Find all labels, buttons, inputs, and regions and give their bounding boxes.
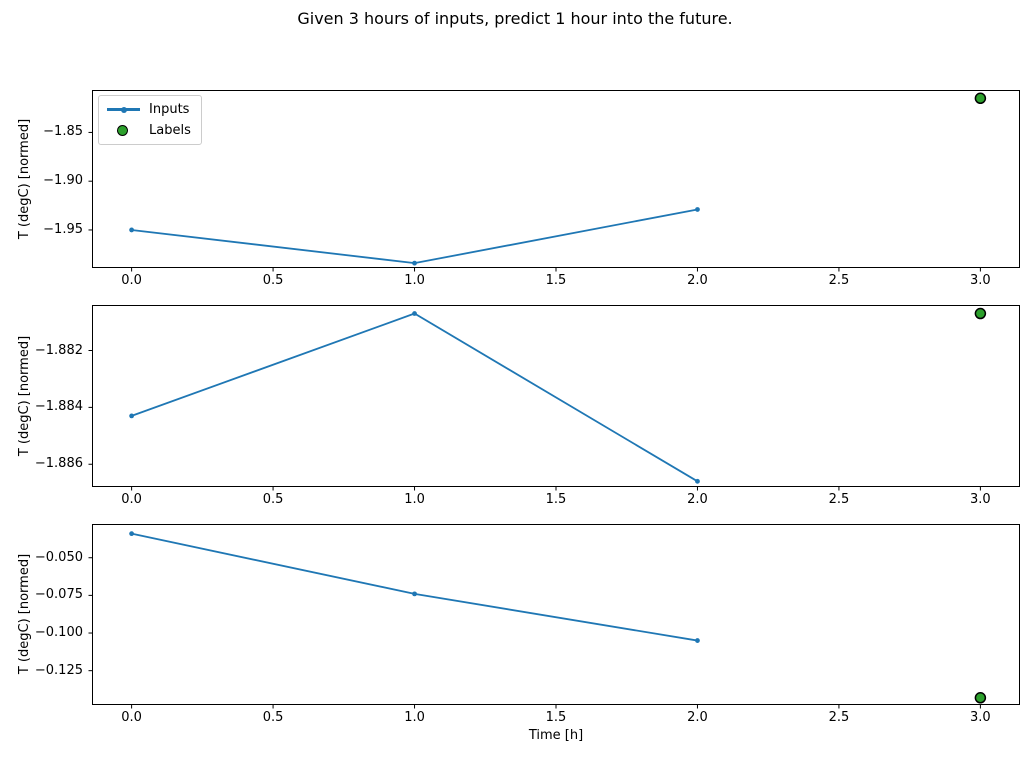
inputs-line-swatch: [107, 103, 140, 117]
x-tick-label: 2.0: [687, 273, 708, 288]
y-tick-label: −1.85: [43, 124, 83, 140]
axes-frame: [92, 90, 1020, 268]
inputs-point-marker: [412, 591, 417, 597]
x-tick-label: 2.0: [687, 492, 708, 507]
subplot-2: [88, 305, 1020, 491]
inputs-point-marker: [695, 638, 700, 643]
y-axis-label-subplot-2: T (degC) [normed]: [17, 335, 32, 457]
inputs-point-marker: [695, 478, 700, 484]
y-tick-label: −0.050: [34, 549, 83, 565]
x-tick-label: 3.0: [970, 710, 991, 725]
x-tick-label: 1.5: [545, 492, 567, 507]
x-tick-label: 1.0: [404, 492, 425, 507]
inputs-line: [130, 208, 699, 265]
y-tick-label: −1.886: [34, 456, 83, 472]
inputs-point-marker: [129, 531, 135, 537]
inputs-point-marker: [412, 311, 417, 316]
legend-item-inputs: Inputs: [107, 102, 191, 117]
labels-circle-icon: [117, 124, 128, 136]
y-axis-label-subplot-3: T (degC) [normed]: [17, 553, 32, 675]
legend: Inputs Labels: [98, 95, 202, 145]
y-tick-label: −0.100: [34, 625, 83, 641]
x-tick-label: 0.5: [262, 710, 284, 725]
inputs-dot-icon: [120, 106, 127, 113]
plot-area-3: [88, 524, 1020, 709]
x-tick-label: 3.0: [970, 492, 991, 507]
x-tick-label: 0.5: [262, 273, 284, 288]
y-tick-label: −1.95: [43, 221, 83, 237]
plot-area-1: [88, 90, 1020, 272]
x-tick-label: 2.5: [828, 273, 850, 288]
inputs-point-marker: [129, 413, 135, 419]
x-tick-label: 3.0: [970, 273, 991, 288]
x-tick-label: 2.5: [828, 710, 850, 725]
x-tick-label: 1.5: [545, 273, 567, 288]
legend-label-inputs: Inputs: [149, 102, 190, 117]
x-tick-label: 1.5: [545, 710, 567, 725]
inputs-point-marker: [129, 227, 135, 233]
y-axis-label-subplot-1: T (degC) [normed]: [17, 118, 32, 240]
x-tick-label: 1.0: [404, 710, 425, 725]
legend-item-labels: Labels: [107, 123, 191, 138]
y-tick-label: −0.075: [34, 587, 83, 603]
inputs-point-marker: [695, 207, 700, 212]
x-tick-label: 0.0: [121, 492, 142, 507]
figure-title: Given 3 hours of inputs, predict 1 hour …: [297, 9, 733, 28]
y-tick-label: −1.882: [34, 342, 83, 358]
inputs-line: [130, 532, 699, 642]
y-tick-label: −1.884: [34, 399, 83, 415]
axes-frame: [92, 305, 1020, 487]
labels-marker-swatch: [107, 124, 140, 138]
y-tick-label: −0.125: [34, 662, 83, 678]
x-tick-label: 1.0: [404, 273, 425, 288]
plot-area-2: [88, 305, 1020, 491]
y-tick-label: −1.90: [43, 173, 83, 189]
axes-frame: [92, 524, 1020, 705]
inputs-line: [130, 312, 699, 483]
subplot-1: Inputs Labels: [88, 90, 1020, 272]
labels-point-marker: [974, 307, 987, 320]
inputs-point-marker: [412, 260, 417, 266]
x-tick-label: 2.5: [828, 492, 850, 507]
subplot-3: [88, 524, 1020, 709]
x-axis-label: Time [h]: [528, 728, 584, 743]
x-tick-label: 2.0: [687, 710, 708, 725]
labels-point-marker: [974, 692, 987, 704]
x-tick-label: 0.5: [262, 492, 284, 507]
legend-label-labels: Labels: [149, 123, 191, 138]
labels-point-marker: [974, 92, 987, 105]
x-tick-label: 0.0: [121, 710, 142, 725]
x-tick-label: 0.0: [121, 273, 142, 288]
